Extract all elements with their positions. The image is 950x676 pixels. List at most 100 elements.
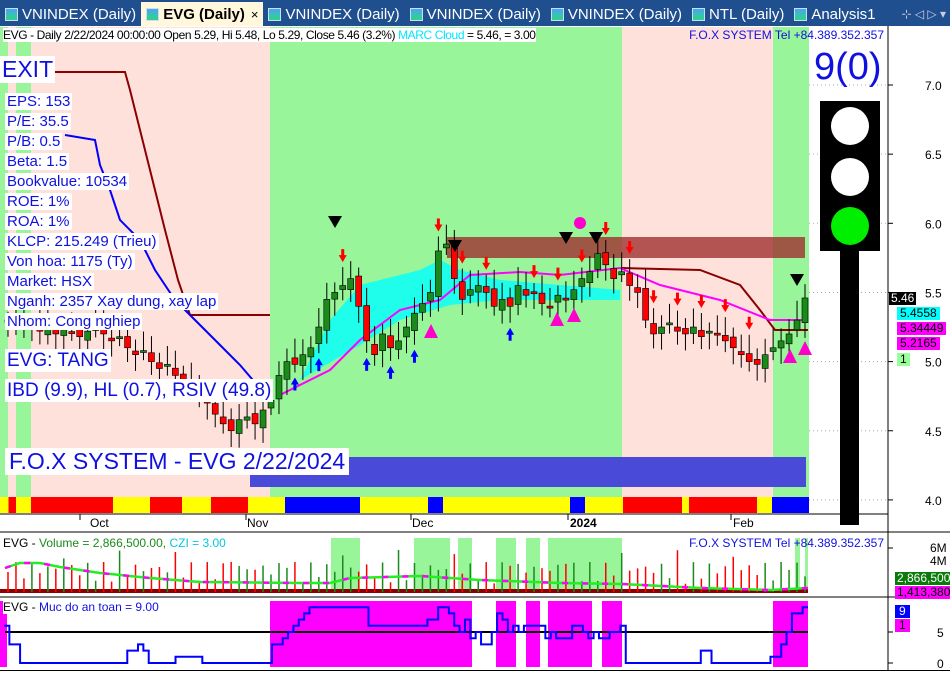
candle-body [291,357,299,365]
signal-label: EXIT [0,56,56,83]
candle-body [706,330,713,334]
candle-body [140,350,147,353]
candle-body [395,340,402,350]
chart-canvas[interactable]: 7.0 6.5 6.0 5.5 5.0 4.5 4.0 Oct Nov Dec 2024 Feb 6M4… [0,26,950,671]
volume-zone [526,538,540,593]
sell-arrow-icon [458,250,467,264]
safety-level-line [4,606,808,664]
candle-body [506,297,514,307]
buy-arrow-icon [506,327,515,341]
candle-body [371,344,378,355]
time-tick-label: Oct [90,516,109,530]
price-tick-label: 5.0 [925,356,942,370]
candle-body [753,359,761,365]
candle-body [403,326,410,338]
fundamental-item: P/B: 0.5 [5,133,63,150]
fundamental-item: Von hoa: 1175 (Ty) [5,253,135,270]
signal-strip-segment [570,497,585,513]
candle-body [339,285,347,290]
sell-arrow-icon [625,241,634,255]
traffic-light-pole [840,240,859,525]
price-tick-label: 5.5 [925,286,942,300]
candle-body [514,285,522,305]
candle-body [490,288,498,307]
sell-signal-triangle-icon [559,232,573,244]
candle-body [156,362,163,369]
sell-arrow-icon [530,265,539,279]
buy-arrow-icon [386,365,395,379]
candle-body [315,326,323,344]
score-label: 9(0) [814,46,882,88]
candle-body [522,289,530,296]
signal-strip-segment [428,497,443,513]
volume-value-label: 1,413,380 [895,586,950,599]
price-value-label: 5.2165 [897,337,940,350]
safe-zone [526,601,540,667]
tab-2[interactable]: VNINDEX (Daily) [263,2,404,26]
safe-zone [602,601,622,667]
candle-body [610,268,618,279]
candle-body [283,361,291,380]
candle-body [443,243,450,249]
buy-signal-triangle-icon [783,349,797,363]
sell-signal-triangle-icon [448,240,462,252]
moving-average [279,266,808,396]
time-tick-label: 2024 [570,516,597,530]
traffic-light-lamp-icon [831,207,869,245]
candle-body [116,336,123,340]
tab-0[interactable]: VNINDEX (Daily) [0,2,141,26]
fundamental-item: Beta: 1.5 [5,153,70,170]
signal-strip-segment [757,497,772,513]
signal-strip-segment [31,497,113,513]
candle-body [124,336,131,349]
candle-body [132,350,139,355]
candle-body [586,271,594,284]
candle-body [530,291,538,295]
candle-body [785,333,793,345]
signal-strip-segment [443,497,570,513]
close-tab-icon[interactable]: × [250,6,259,22]
tab-3[interactable]: VNINDEX (Daily) [405,2,546,26]
signal-strip-segment [113,497,150,513]
tab-label: VNINDEX (Daily) [22,5,137,23]
buy-signal-triangle-icon [424,324,438,338]
safety-header: EVG - Muc do an toan = 9.00 [3,600,159,614]
candle-body [323,299,331,331]
candle-body [211,403,219,415]
tab-5[interactable]: NTL (Daily) [687,2,789,26]
tab-scroll-arrows[interactable]: ⊹ ◁ ▷ ▾ [901,7,946,21]
tab-6[interactable]: Analysis1 [789,2,880,26]
volume-base [0,589,808,593]
volume-zone [805,538,808,593]
chart-area[interactable]: 7.0 6.5 6.0 5.5 5.0 4.5 4.0 Oct Nov Dec 2024 Feb 6M 4… [0,26,950,671]
tab-1[interactable]: EVG (Daily) × [141,2,264,26]
volume-average-line-alt [4,561,809,592]
candle-body [626,272,633,286]
cloud-value: = 5.46, = 3.00 [467,28,536,42]
sell-arrow-icon [553,267,562,281]
chart-tab-icon [550,7,564,21]
candle-body [482,286,490,293]
candle-body [650,323,657,335]
fundamental-item: Bookvalue: 10534 [5,173,130,190]
candle-body [562,297,570,301]
volume-zone [331,538,360,593]
candle-body [570,289,578,300]
sell-arrow-icon [745,316,754,330]
tab-4[interactable]: VNINDEX (Daily) [546,2,687,26]
safety-value-label: 9 [895,605,910,618]
stop-line [621,267,808,331]
fundamental-item: ROA: 1% [5,213,72,230]
price-value-label: 1 [897,353,910,366]
candle-body [419,303,426,313]
sell-arrow-icon [601,221,610,235]
candle-body [84,330,91,341]
candle-body [347,278,355,290]
fundamental-item: Market: HSX [5,273,95,290]
tab-bar: VNINDEX (Daily) EVG (Daily) × VNINDEX (Dail… [0,0,950,26]
indicators-label: IBD (9.9), HL (0.7), RSIV (49.8) [5,379,274,402]
signal-strip-segment [772,497,809,513]
candle-body [427,292,434,302]
candle-body [769,347,777,352]
buy-arrow-icon [290,377,299,391]
